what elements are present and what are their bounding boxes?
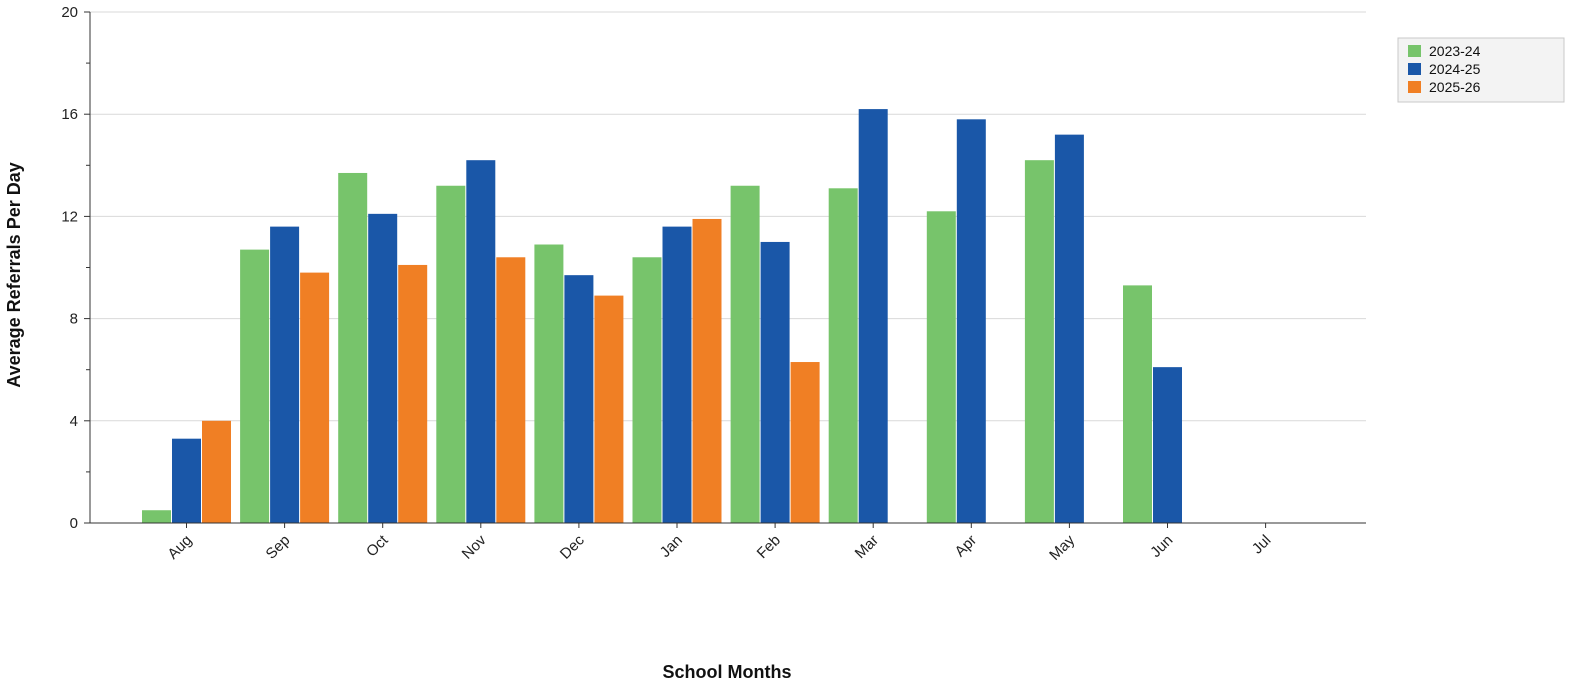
bar-2024-25-Jun	[1153, 367, 1182, 523]
bar-2025-26-Feb	[790, 362, 820, 523]
bar-2024-25-Jan	[662, 226, 692, 523]
x-tick-label: Jul	[1249, 532, 1275, 558]
y-tick-label: 20	[61, 4, 78, 21]
bar-2023-24-May	[1024, 160, 1054, 523]
y-tick-label: 12	[61, 208, 78, 225]
y-tick-label: 8	[70, 311, 78, 328]
legend-swatch	[1408, 81, 1421, 93]
bar-2024-25-Dec	[564, 275, 594, 523]
bar-2024-25-Oct	[368, 213, 398, 523]
x-tick-label: Jan	[657, 532, 686, 561]
x-tick-label: Nov	[459, 531, 490, 562]
x-tick-label: May	[1046, 531, 1078, 563]
legend: 2023-24 2024-25 2025-26	[1397, 37, 1565, 103]
bar-2023-24-Mar	[828, 188, 858, 524]
legend-swatch	[1408, 45, 1421, 57]
bar-2023-24-Aug	[142, 510, 171, 523]
x-tick-label: Dec	[557, 531, 588, 562]
bar-2023-24-Oct	[338, 172, 368, 523]
bar-2025-26-Sep	[300, 272, 330, 523]
bar-2024-25-Sep	[270, 226, 300, 523]
x-tick-label: Feb	[754, 532, 784, 562]
legend-box	[1397, 37, 1565, 103]
x-tick-label: Mar	[852, 532, 882, 562]
bar-2024-25-May	[1054, 134, 1084, 523]
x-tick-label: Sep	[263, 532, 294, 563]
y-axis-title: Average Referrals Per Day	[4, 162, 24, 387]
axes	[84, 11, 1366, 528]
bar-2023-24-Apr	[926, 211, 956, 524]
bar-2023-24-Dec	[534, 244, 564, 523]
bar-2024-25-Mar	[858, 109, 888, 523]
x-tick-label: Aug	[164, 532, 195, 563]
legend-label: 2025-26	[1429, 79, 1481, 95]
bar-2024-25-Apr	[956, 119, 986, 523]
legend-label: 2024-25	[1429, 61, 1481, 77]
y-tick-label: 0	[70, 515, 78, 532]
bars	[142, 109, 1182, 524]
legend-swatch	[1408, 63, 1421, 75]
y-tick-label: 16	[61, 106, 78, 123]
bar-2023-24-Nov	[436, 185, 466, 524]
y-tick-label: 4	[70, 413, 78, 430]
x-tick-label: Jun	[1147, 532, 1176, 561]
bar-2024-25-Nov	[466, 160, 496, 523]
bar-2023-24-Feb	[730, 185, 760, 524]
bar-2025-26-Jan	[692, 218, 722, 523]
bar-2023-24-Jan	[632, 257, 662, 523]
x-tick-label: Apr	[952, 532, 981, 561]
bar-2024-25-Feb	[760, 241, 790, 523]
bar-2024-25-Aug	[172, 438, 201, 523]
bar-2025-26-Nov	[496, 257, 526, 523]
x-axis-title: School Months	[663, 662, 792, 682]
bar-2025-26-Dec	[594, 295, 624, 523]
x-tick-label: Oct	[363, 531, 392, 560]
bar-2025-26-Oct	[398, 264, 428, 523]
bar-2023-24-Jun	[1123, 285, 1152, 523]
legend-label: 2023-24	[1429, 43, 1481, 59]
bar-2023-24-Sep	[240, 249, 270, 524]
bar-2025-26-Aug	[202, 420, 231, 523]
